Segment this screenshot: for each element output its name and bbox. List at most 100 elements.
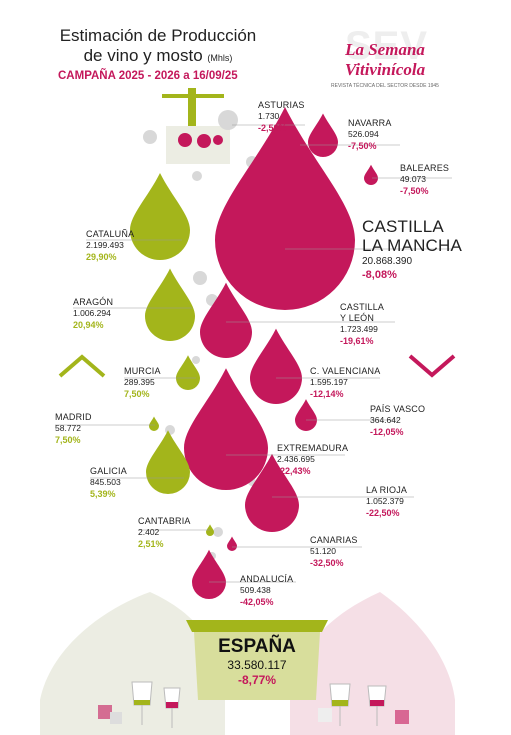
region-name: BALEARES <box>400 163 450 173</box>
region-name: ARAGÓN <box>73 297 114 307</box>
brand-watermark: SEV <box>345 24 429 68</box>
region-change: -7,50% <box>400 186 429 196</box>
region-name: CANTABRIA <box>138 516 191 526</box>
region-change: -8,08% <box>362 269 397 281</box>
region-value: 1.595.197 <box>310 377 348 387</box>
region-change: -19,61% <box>340 336 374 346</box>
region-change: 5,39% <box>90 489 116 499</box>
region-label-galicia: GALICIA 845.503 5,39% <box>90 466 170 500</box>
region-name: ASTURIAS <box>258 100 305 110</box>
drop-canarias <box>227 536 237 551</box>
region-value: 49.073 <box>400 174 426 184</box>
drop-andalucia <box>192 549 226 599</box>
region-label-castilla-la-mancha: CASTILLA LA MANCHA 20.868.390 -8,08% <box>362 217 472 282</box>
region-change: 20,94% <box>73 320 104 330</box>
chevron-down-icon <box>408 354 456 378</box>
region-label-cantabria: CANTABRIA 2.402 2,51% <box>138 516 218 550</box>
drop-castilla-la-mancha <box>215 107 355 310</box>
region-label-asturias: ASTURIAS 1.730 -2,50% <box>258 100 328 134</box>
total-value: 33.580.117 <box>227 658 287 672</box>
region-label-cataluna: CATALUÑA 2.199.493 29,90% <box>86 229 176 263</box>
drop-castilla-y-leon <box>200 282 252 358</box>
region-label-madrid: MADRID 58.772 7,50% <box>55 412 135 446</box>
region-label-canarias: CANARIAS 51.120 -32,50% <box>310 535 390 569</box>
drop-extremadura <box>184 368 268 490</box>
region-name: GALICIA <box>90 466 127 476</box>
region-name-line2: LA MANCHA <box>362 236 463 255</box>
title-line-2: de vino y mosto (Mhls) <box>83 46 233 65</box>
region-value: 289.395 <box>124 377 155 387</box>
region-label-aragon: ARAGÓN 1.006.294 20,94% <box>73 297 163 331</box>
total-name: ESPAÑA <box>218 636 296 657</box>
region-name: NAVARRA <box>348 118 392 128</box>
unit-label: (Mhls) <box>207 53 233 63</box>
region-name: MADRID <box>55 412 92 422</box>
ice-cubes-icon <box>98 705 409 724</box>
region-label-castilla-y-leon: CASTILLA Y LEÓN 1.723.499 -19,61% <box>340 302 420 347</box>
region-value: 1.730 <box>258 111 280 121</box>
drop-la-rioja <box>245 453 299 532</box>
region-change: -7,50% <box>348 141 377 151</box>
region-change: -42,05% <box>240 597 274 607</box>
region-change: 2,51% <box>138 539 164 549</box>
drop-murcia <box>176 355 200 390</box>
total-change: -8,77% <box>237 673 277 687</box>
region-change: -12,14% <box>310 389 344 399</box>
total-spain: ESPAÑA 33.580.117 -8,77% <box>207 636 307 688</box>
drop-pais-vasco <box>295 399 317 431</box>
region-change: 7,50% <box>55 435 81 445</box>
region-label-baleares: BALEARES 49.073 -7,50% <box>400 163 480 197</box>
region-label-la-rioja: LA RIOJA 1.052.379 -22,50% <box>366 485 446 519</box>
region-name: CANARIAS <box>310 535 358 545</box>
region-name: CATALUÑA <box>86 229 135 239</box>
brand-name: La Semana Vitivinícola <box>344 40 426 79</box>
title-line-1: Estimación de Producción <box>59 26 257 45</box>
region-change: -22,43% <box>277 466 311 476</box>
page-title: Estimación de Producción de vino y mosto… <box>28 26 288 68</box>
region-label-c-valenciana: C. VALENCIANA 1.595.197 -12,14% <box>310 366 400 400</box>
region-value: 526.094 <box>348 129 379 139</box>
region-value: 2.402 <box>138 527 160 537</box>
region-value: 845.503 <box>90 477 121 487</box>
region-change: -22,50% <box>366 508 400 518</box>
region-label-pais-vasco: PAÍS VASCO 364.642 -12,05% <box>370 404 450 438</box>
region-value: 51.120 <box>310 546 336 556</box>
glasses-icon <box>131 681 387 728</box>
region-value: 58.772 <box>55 423 81 433</box>
region-name: EXTREMADURA <box>277 443 349 453</box>
region-label-murcia: MURCIA 289.395 7,50% <box>124 366 194 400</box>
drop-navarra <box>308 113 338 157</box>
drop-cataluna <box>130 173 190 260</box>
drop-c-valenciana <box>250 328 302 404</box>
region-change: -32,50% <box>310 558 344 568</box>
region-value: 1.052.379 <box>366 496 404 506</box>
region-label-navarra: NAVARRA 526.094 -7,50% <box>348 118 428 152</box>
region-name-line2: Y LEÓN <box>340 313 375 323</box>
region-name: CASTILLA <box>340 302 385 312</box>
region-name: MURCIA <box>124 366 161 376</box>
region-name: ANDALUCÍA <box>240 574 294 584</box>
region-value: 509.438 <box>240 585 271 595</box>
region-name: CASTILLA <box>362 217 444 236</box>
jar-icon <box>186 620 328 700</box>
brand-tagline: REVISTA TÉCNICA DEL SECTOR DESDE 1945 <box>331 83 439 89</box>
region-name: LA RIOJA <box>366 485 408 495</box>
region-label-andalucia: ANDALUCÍA 509.438 -42,05% <box>240 574 320 608</box>
region-value: 2.436.695 <box>277 454 315 464</box>
region-value: 20.868.390 <box>362 256 413 267</box>
region-change: -12,05% <box>370 427 404 437</box>
brand-logo: SEV La Semana Vitivinícola REVISTA TÉCNI… <box>315 24 455 89</box>
region-change: 29,90% <box>86 252 117 262</box>
region-value: 1.006.294 <box>73 308 111 318</box>
drop-aragon <box>145 268 195 341</box>
region-value: 364.642 <box>370 415 401 425</box>
region-label-extremadura: EXTREMADURA 2.436.695 -22,43% <box>277 443 367 477</box>
drop-madrid <box>149 416 159 431</box>
drop-baleares <box>364 164 378 185</box>
region-change: -2,50% <box>258 123 287 133</box>
chevron-up-icon <box>58 354 106 378</box>
region-value: 2.199.493 <box>86 240 124 250</box>
region-value: 1.723.499 <box>340 324 378 334</box>
